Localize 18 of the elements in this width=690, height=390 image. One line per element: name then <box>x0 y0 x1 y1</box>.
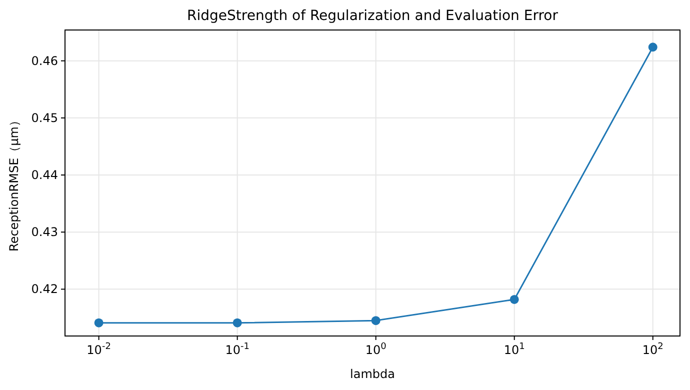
point <box>510 294 519 304</box>
y-tick-label: 0.46 <box>31 54 58 68</box>
x-tick-label: 10$^{2}$ <box>642 342 664 357</box>
x-tick-label: 10$^{1}$ <box>504 342 525 357</box>
point <box>94 318 104 328</box>
chart-title: RidgeStrength of Regularization and Evaluation Error <box>187 8 558 24</box>
y-tick-label: 0.45 <box>31 110 58 125</box>
point <box>232 318 242 328</box>
point <box>648 42 658 52</box>
x-tick-label: 10$^{-2}$ <box>86 342 111 357</box>
y-axis-title: ReceptionRMSE（μm） <box>7 114 21 252</box>
x-tick-label: 10$^{0}$ <box>365 342 387 357</box>
y-tick-label: 0.43 <box>31 225 58 240</box>
y-tick-label: 0.42 <box>31 282 58 296</box>
point <box>371 316 380 326</box>
y-tick-label: 0.44 <box>31 168 58 182</box>
x-tick-label: 10$^{-1}$ <box>225 342 250 357</box>
x-axis-title: lambda <box>350 367 395 381</box>
